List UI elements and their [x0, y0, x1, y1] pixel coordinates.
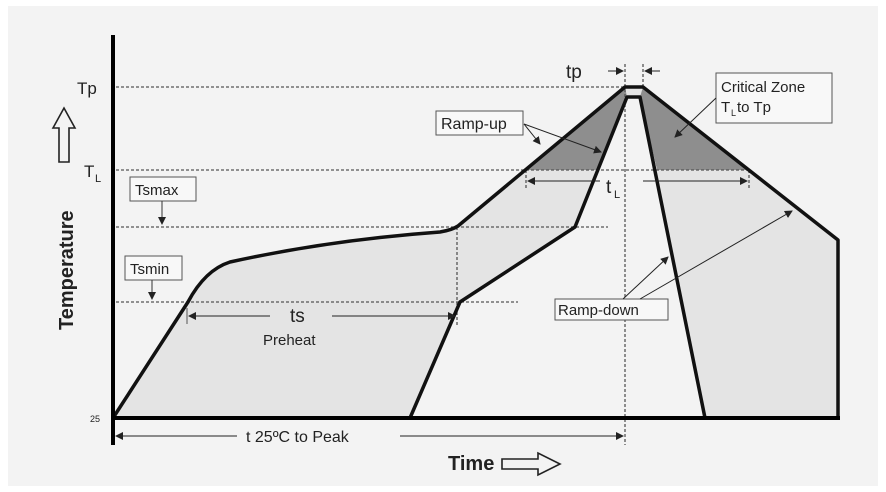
- x-axis-label: Time: [448, 453, 494, 475]
- ts-dimension: [186, 308, 456, 324]
- tl-level-label: T: [84, 162, 94, 181]
- y-origin-label: 25: [90, 414, 100, 424]
- x-axis-arrow-icon: [501, 451, 562, 477]
- critical-zone-line1: Critical Zone: [721, 79, 805, 96]
- tl-level-subscript: L: [95, 173, 101, 185]
- ramp-up-callout: [435, 110, 602, 154]
- tp-duration-label: tp: [566, 62, 582, 83]
- critical-zone-line2: T: [721, 99, 730, 116]
- ramp-up-label: Ramp-up: [441, 116, 507, 133]
- tsmax-callout: Tsmax: [129, 176, 197, 225]
- critical-zone-line2-sub: L: [731, 108, 736, 118]
- ts-label: ts: [290, 306, 305, 327]
- critical-zone-callout: [674, 72, 833, 138]
- t25-to-peak-label: t 25ºC to Peak: [246, 429, 350, 446]
- tp-level-label: Tp: [77, 79, 97, 98]
- svg-text:Tsmax: Tsmax: [135, 182, 179, 199]
- svg-text:Tsmin: Tsmin: [130, 261, 169, 278]
- y-axis-arrow-icon: [51, 106, 77, 163]
- tl-duration-label: t: [606, 177, 612, 198]
- tl-duration-subscript: L: [614, 189, 620, 201]
- peak-interior: [410, 97, 705, 418]
- inner-profile-curve: [408, 95, 707, 419]
- ramp-down-label: Ramp-down: [558, 302, 639, 319]
- ramp-down-callout: [554, 210, 793, 321]
- preheat-label: Preheat: [263, 332, 316, 349]
- critical-zone-line2-rest: to Tp: [737, 99, 771, 116]
- tsmin-callout: Tsmin: [124, 255, 183, 300]
- outer-profile-curve: [111, 85, 840, 419]
- y-axis-label: Temperature: [56, 210, 78, 330]
